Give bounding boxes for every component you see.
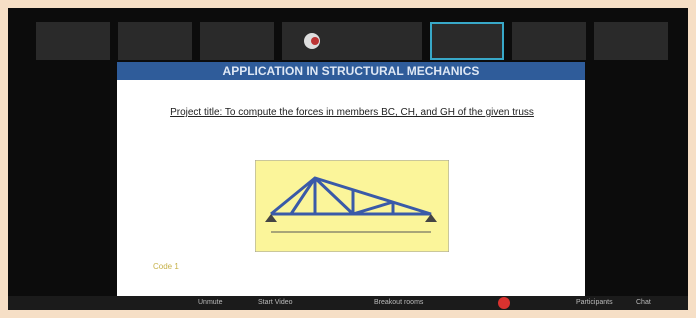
participant-tile[interactable] [36, 22, 110, 60]
slide-note: Code 1 [153, 262, 179, 271]
participant-tile[interactable] [594, 22, 668, 60]
participants-button[interactable]: Participants [576, 299, 613, 306]
participant-tile[interactable] [348, 22, 422, 60]
meeting-window: APPLICATION IN STRUCTURAL MECHANICS Proj… [8, 8, 688, 310]
shared-slide: APPLICATION IN STRUCTURAL MECHANICS Proj… [117, 62, 585, 296]
avatar [282, 22, 356, 60]
toolbar: Unmute Start Video Breakout rooms Partic… [8, 296, 688, 310]
slide-title: APPLICATION IN STRUCTURAL MECHANICS [117, 62, 585, 80]
record-button[interactable] [498, 297, 510, 309]
truss-figure [255, 160, 449, 252]
breakout-button[interactable]: Breakout rooms [374, 299, 423, 306]
chat-button[interactable]: Chat [636, 299, 651, 306]
participant-tile[interactable] [118, 22, 192, 60]
participant-tile[interactable] [512, 22, 586, 60]
participant-tile[interactable] [282, 22, 356, 60]
project-title: Project title: To compute the forces in … [147, 106, 557, 120]
participant-tile[interactable] [430, 22, 504, 60]
video-button[interactable]: Start Video [258, 299, 293, 306]
unmute-button[interactable]: Unmute [198, 299, 223, 306]
participant-tile[interactable] [200, 22, 274, 60]
